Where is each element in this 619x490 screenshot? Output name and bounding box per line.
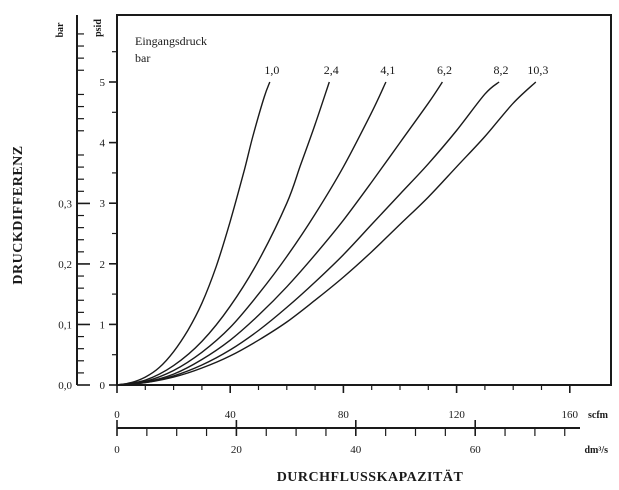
psid-tick-label: 5 <box>100 77 106 89</box>
legend-unit: bar <box>135 51 150 65</box>
y-axis-title: DRUCKDIFFERENZ <box>11 145 26 284</box>
bar-unit-label: bar <box>55 22 66 38</box>
scfm-tick-label: 40 <box>225 409 237 421</box>
curves: 1,0 2,4 4,1 6,2 8,2 10,3 <box>116 63 548 386</box>
scfm-axis: 0 40 80 120 160 <box>114 385 579 421</box>
series-label-6-2: 6,2 <box>437 63 452 77</box>
series-line-1-0 <box>116 81 271 386</box>
scfm-tick-label: 120 <box>448 409 465 421</box>
psid-unit-label: psid <box>93 19 104 37</box>
psid-axis: 0 1 2 3 4 5 <box>100 51 117 392</box>
scfm-tick-label: 0 <box>114 409 120 421</box>
dm3s-tick-label: 40 <box>350 444 362 456</box>
scfm-tick-label: 80 <box>338 409 350 421</box>
psid-tick-label: 1 <box>100 319 106 331</box>
series-label-8-2: 8,2 <box>494 63 509 77</box>
series-label-4-1: 4,1 <box>380 63 395 77</box>
series-label-1-0: 1,0 <box>264 63 279 77</box>
series-line-10-3 <box>116 81 537 386</box>
dm3s-unit-label: dm³/s <box>584 445 608 456</box>
psid-tick-label: 2 <box>100 259 106 271</box>
scfm-unit-label: scfm <box>588 410 609 421</box>
dm3s-tick-label: 20 <box>231 444 243 456</box>
psid-tick-label: 3 <box>100 198 106 210</box>
series-line-6-2 <box>116 81 443 386</box>
series-line-8-2 <box>116 81 500 386</box>
psid-tick-label: 4 <box>100 138 106 150</box>
bar-tick-label: 0,1 <box>58 319 72 331</box>
series-label-2-4: 2,4 <box>324 63 339 77</box>
bar-tick-label: 0,2 <box>58 259 72 271</box>
x-axis-title: DURCHFLUSSKAPAZITÄT <box>277 469 464 485</box>
dm3s-tick-label: 0 <box>114 444 120 456</box>
bar-axis: 0,0 0,1 0,2 0,3 <box>58 33 90 392</box>
bar-tick-label: 0,0 <box>58 380 72 392</box>
dm3s-tick-label: 60 <box>470 444 482 456</box>
series-line-4-1 <box>116 81 387 386</box>
bar-tick-label: 0,3 <box>58 198 72 210</box>
dm3s-axis: 0 20 40 60 <box>114 420 566 456</box>
series-label-10-3: 10,3 <box>527 63 548 77</box>
psid-tick-label: 0 <box>100 380 106 392</box>
scfm-tick-label: 160 <box>562 409 579 421</box>
series-line-2-4 <box>116 81 330 386</box>
plot-frame <box>116 14 612 386</box>
legend-title: Eingangsdruck <box>135 34 207 48</box>
